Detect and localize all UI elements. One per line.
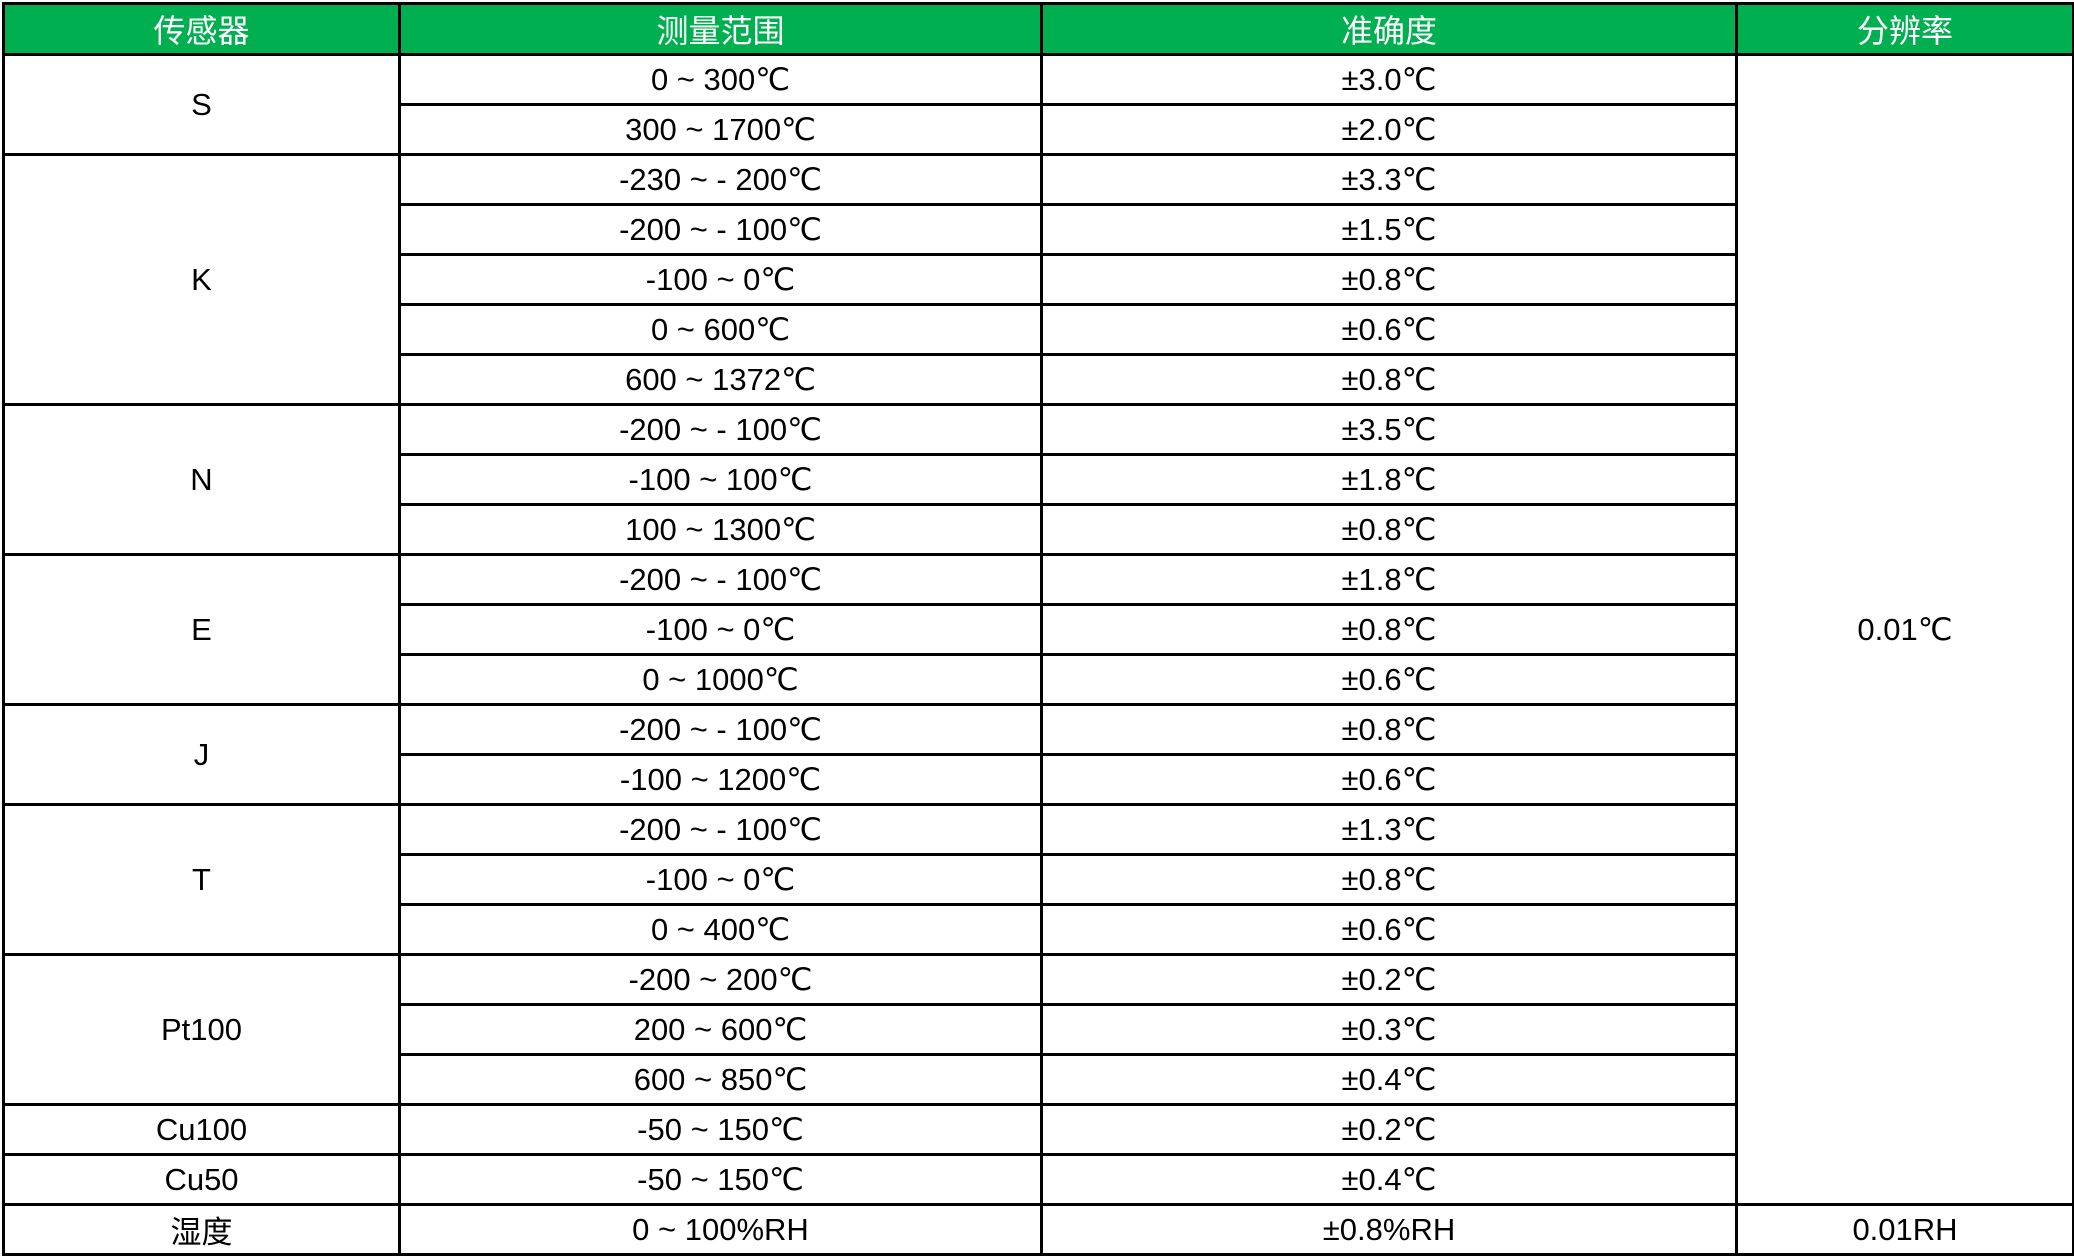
header-accuracy: 准确度 (1040, 2, 1738, 56)
accuracy-cell: ±3.3℃ (1040, 153, 1738, 206)
range-cell: -200 ~ - 100℃ (398, 703, 1043, 756)
range-cell: -100 ~ 0℃ (398, 603, 1043, 656)
table-row: K -230 ~ - 200℃ ±3.3℃ (2, 153, 2074, 406)
range-cell: 300 ~ 1700℃ (398, 103, 1043, 156)
table-row: 100 ~ 1300℃ ±0.8℃ (4, 503, 2074, 556)
table-row: E -200 ~ - 100℃ ±1.8℃ (2, 553, 2074, 706)
humidity-range: 0 ~ 100%RH (398, 1203, 1043, 1256)
humidity-name: 湿度 (2, 1203, 401, 1256)
sensor-name: E (2, 553, 401, 706)
sensor-name: Cu100 (2, 1103, 401, 1156)
range-cell: 0 ~ 600℃ (398, 303, 1043, 356)
sensor-name: S (2, 53, 401, 156)
accuracy-cell: ±1.8℃ (1040, 453, 1738, 506)
table-row: 0 ~ 1000℃ ±0.6℃ (4, 653, 2074, 706)
table-row: Cu50 -50 ~ 150℃ ±0.4℃ (2, 1153, 2074, 1206)
range-cell: 0 ~ 300℃ (398, 53, 1043, 106)
sensor-name: N (2, 403, 401, 556)
accuracy-cell: ±0.3℃ (1040, 1003, 1738, 1056)
table-row: 300 ~ 1700℃ ±2.0℃ (4, 103, 2074, 156)
range-cell: 600 ~ 1372℃ (398, 353, 1043, 406)
range-cell: -100 ~ 0℃ (398, 853, 1043, 906)
accuracy-cell: ±3.5℃ (1040, 403, 1738, 456)
range-cell: -200 ~ - 100℃ (398, 403, 1043, 456)
table-row: 600 ~ 850℃ ±0.4℃ (4, 1053, 2074, 1106)
table-row: 0 ~ 400℃ ±0.6℃ (4, 903, 2074, 956)
header-range: 测量范围 (398, 2, 1043, 56)
accuracy-cell: ±0.8℃ (1040, 253, 1738, 306)
table-row: 600 ~ 1372℃ ±0.8℃ (4, 353, 2074, 406)
range-cell: 600 ~ 850℃ (398, 1053, 1043, 1106)
accuracy-cell: ±0.6℃ (1040, 303, 1738, 356)
humidity-accuracy: ±0.8%RH (1040, 1203, 1738, 1256)
table-row: J -200 ~ - 100℃ ±0.8℃ (2, 703, 2074, 806)
table-row: -100 ~ 1200℃ ±0.6℃ (4, 753, 2074, 806)
range-cell: 100 ~ 1300℃ (398, 503, 1043, 556)
accuracy-cell: ±0.6℃ (1040, 653, 1738, 706)
header-resolution: 分辨率 (1735, 2, 2074, 56)
range-cell: -100 ~ 1200℃ (398, 753, 1043, 806)
table-row: -100 ~ 100℃ ±1.8℃ (4, 453, 2074, 506)
range-cell: -200 ~ 200℃ (398, 953, 1043, 1006)
range-cell: 0 ~ 400℃ (398, 903, 1043, 956)
accuracy-cell: ±2.0℃ (1040, 103, 1738, 156)
range-cell: -50 ~ 150℃ (398, 1153, 1043, 1206)
accuracy-cell: ±1.5℃ (1040, 203, 1738, 256)
accuracy-cell: ±1.3℃ (1040, 803, 1738, 856)
range-cell: -230 ~ - 200℃ (398, 153, 1043, 206)
humidity-row: 湿度 0 ~ 100%RH ±0.8%RH 0.01RH (2, 1203, 2074, 1256)
sensor-name: Pt100 (2, 953, 401, 1106)
accuracy-cell: ±0.2℃ (1040, 1103, 1738, 1156)
range-cell: -200 ~ - 100℃ (398, 553, 1043, 606)
range-cell: -200 ~ - 100℃ (398, 203, 1043, 256)
header-row: 传感器 测量范围 准确度 分辨率 (2, 2, 2074, 56)
range-cell: -200 ~ - 100℃ (398, 803, 1043, 856)
temperature-resolution: 0.01℃ (1735, 53, 2074, 1206)
accuracy-cell: ±0.2℃ (1040, 953, 1738, 1006)
table-row: -100 ~ 0℃ ±0.8℃ (4, 603, 2074, 656)
range-cell: -100 ~ 100℃ (398, 453, 1043, 506)
range-cell: -50 ~ 150℃ (398, 1103, 1043, 1156)
sensor-name: J (2, 703, 401, 806)
header-sensor: 传感器 (2, 2, 401, 56)
range-cell: 0 ~ 1000℃ (398, 653, 1043, 706)
accuracy-cell: ±0.6℃ (1040, 753, 1738, 806)
accuracy-cell: ±0.8℃ (1040, 503, 1738, 556)
sensor-name: Cu50 (2, 1153, 401, 1206)
accuracy-cell: ±0.4℃ (1040, 1053, 1738, 1106)
table-row: 0 ~ 600℃ ±0.6℃ (4, 303, 2074, 356)
table-row: 200 ~ 600℃ ±0.3℃ (4, 1003, 2074, 1056)
table-row: -100 ~ 0℃ ±0.8℃ (4, 253, 2074, 306)
range-cell: 200 ~ 600℃ (398, 1003, 1043, 1056)
table-row: N -200 ~ - 100℃ ±3.5℃ (2, 403, 2074, 556)
table-row: -200 ~ - 100℃ ±1.5℃ (4, 203, 2074, 256)
accuracy-cell: ±0.8℃ (1040, 703, 1738, 756)
accuracy-cell: ±0.8℃ (1040, 353, 1738, 406)
table-row: T -200 ~ - 100℃ ±1.3℃ (2, 803, 2074, 956)
accuracy-cell: ±0.8℃ (1040, 853, 1738, 906)
sensor-name: T (2, 803, 401, 956)
table-row: -100 ~ 0℃ ±0.8℃ (4, 853, 2074, 906)
accuracy-cell: ±0.8℃ (1040, 603, 1738, 656)
table-row: Pt100 -200 ~ 200℃ ±0.2℃ (2, 953, 2074, 1106)
humidity-resolution: 0.01RH (1735, 1203, 2074, 1256)
accuracy-cell: ±0.4℃ (1040, 1153, 1738, 1206)
accuracy-cell: ±0.6℃ (1040, 903, 1738, 956)
table-row: Cu100 -50 ~ 150℃ ±0.2℃ (2, 1103, 2074, 1156)
accuracy-cell: ±1.8℃ (1040, 553, 1738, 606)
accuracy-cell: ±3.0℃ (1040, 53, 1738, 106)
sensor-name: K (2, 153, 401, 406)
range-cell: -100 ~ 0℃ (398, 253, 1043, 306)
